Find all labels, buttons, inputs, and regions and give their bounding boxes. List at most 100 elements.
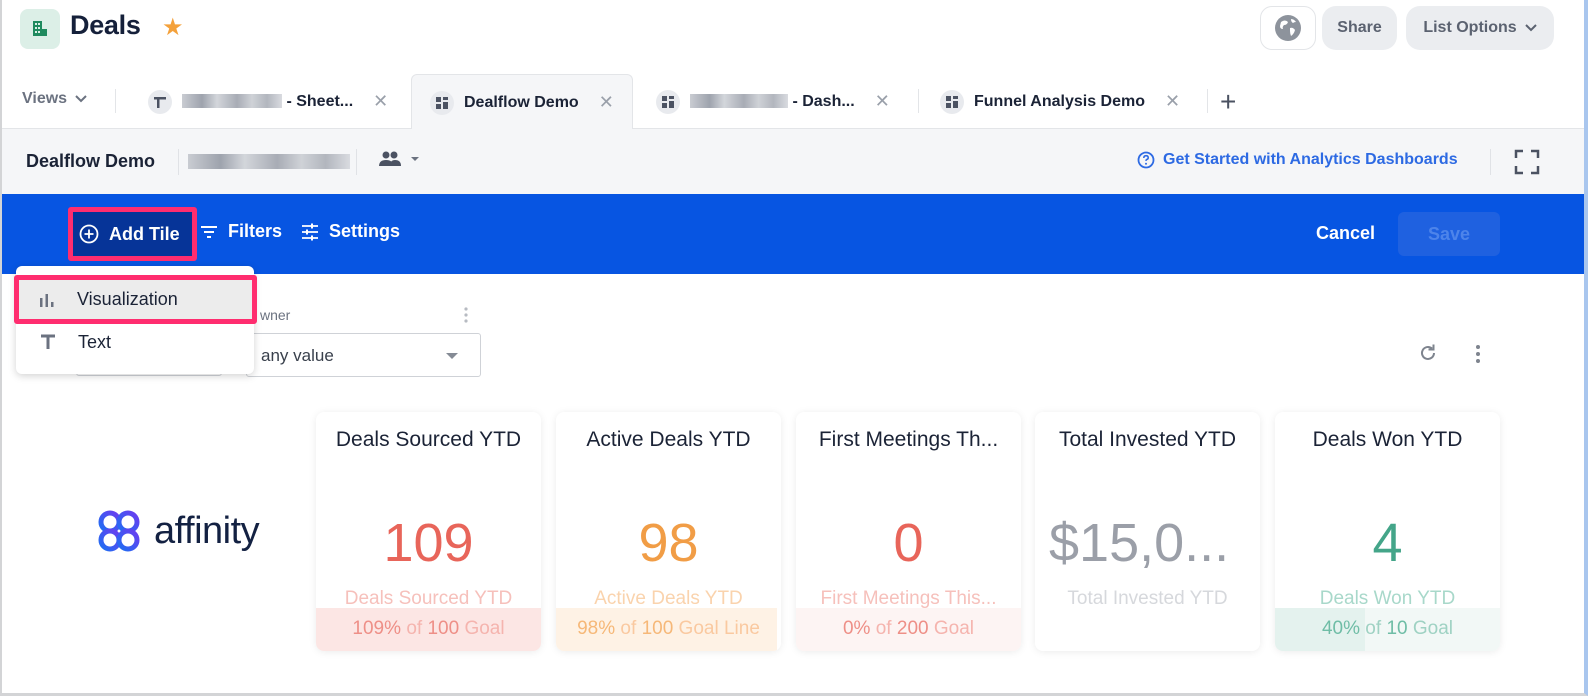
- settings-button[interactable]: Settings: [301, 221, 400, 242]
- tab-label: - Dash...: [690, 93, 855, 111]
- favorite-star-icon[interactable]: ★: [162, 14, 184, 41]
- settings-label: Settings: [329, 221, 401, 241]
- redacted-text: [182, 94, 282, 109]
- affinity-logo: affinity: [96, 508, 260, 554]
- page-title: Deals: [70, 10, 141, 40]
- tab-label: Dealflow Demo: [464, 93, 579, 111]
- goal-bar: 0% of 200 Goal: [796, 608, 1021, 651]
- globe-button[interactable]: [1260, 6, 1316, 50]
- redacted-text: [690, 94, 788, 109]
- sharing-dropdown[interactable]: [378, 151, 420, 167]
- views-dropdown[interactable]: Views: [22, 90, 87, 108]
- dashboard-header: Dealflow Demo Get Started with Analytics…: [2, 129, 1584, 194]
- save-button[interactable]: Save: [1398, 212, 1500, 256]
- kpi-card-deals-sourced[interactable]: Deals Sourced YTD 109 Deals Sourced YTD …: [316, 412, 541, 651]
- list-options-button[interactable]: List Options: [1406, 6, 1554, 50]
- caret-down-icon: [446, 353, 458, 359]
- help-circle-icon: [1137, 151, 1155, 169]
- card-subtitle: Deals Won YTD: [1319, 588, 1456, 609]
- menu-item-label: Text: [78, 331, 112, 352]
- kpi-card-deals-won[interactable]: Deals Won YTD 4 Deals Won YTD 40% of 10 …: [1275, 412, 1500, 651]
- divider: [1207, 89, 1208, 113]
- dashboard-icon: [656, 89, 680, 114]
- views-label: Views: [22, 90, 68, 107]
- add-tile-label: Add Tile: [109, 223, 180, 244]
- goal-bar: 109% of 100 Goal: [316, 608, 541, 651]
- divider: [356, 149, 357, 175]
- owner-filter-select[interactable]: any value: [246, 333, 481, 377]
- get-started-link[interactable]: Get Started with Analytics Dashboards: [1137, 151, 1458, 169]
- bar-chart-icon: [40, 293, 54, 307]
- kpi-card-total-invested[interactable]: Total Invested YTD $15,0... Total Invest…: [1035, 412, 1260, 651]
- get-started-label: Get Started with Analytics Dashboards: [1163, 151, 1458, 168]
- goal-text: 98% of 100 Goal Line: [577, 618, 760, 639]
- divider: [918, 89, 919, 113]
- card-title: Deals Won YTD: [1312, 428, 1463, 451]
- tab-dashboard[interactable]: - Dash... ✕: [638, 74, 908, 129]
- card-value: 0: [893, 513, 924, 573]
- card-value: 109: [383, 513, 474, 573]
- filter-label: wner: [260, 307, 291, 323]
- share-button[interactable]: Share: [1322, 6, 1397, 50]
- refresh-icon[interactable]: [1418, 343, 1438, 363]
- filter-more-icon[interactable]: [462, 306, 470, 324]
- goal-text: 0% of 200 Goal: [842, 618, 974, 639]
- tab-dealflow-demo[interactable]: Dealflow Demo ✕: [411, 74, 633, 130]
- building-icon: [20, 9, 60, 49]
- close-tab-icon[interactable]: ✕: [598, 92, 614, 112]
- close-tab-icon[interactable]: ✕: [373, 91, 389, 111]
- plus-circle-icon: [79, 224, 99, 244]
- card-subtitle: Active Deals YTD: [594, 588, 743, 609]
- kpi-card-active-deals[interactable]: Active Deals YTD 98 Active Deals YTD 98%…: [556, 412, 781, 651]
- people-icon: [379, 151, 401, 166]
- add-tile-button[interactable]: Add Tile: [79, 212, 180, 256]
- dashboard-title: Dealflow Demo: [26, 151, 156, 171]
- menu-item-visualization[interactable]: Visualization: [14, 275, 257, 324]
- logo-text: affinity: [154, 509, 260, 552]
- redacted-text: [188, 154, 350, 169]
- goal-bar: 98% of 100 Goal Line: [556, 608, 781, 651]
- card-value: 98: [638, 513, 699, 573]
- add-tab-plus-icon[interactable]: +: [1220, 86, 1237, 117]
- text-icon: [41, 334, 55, 349]
- sheet-icon: [148, 89, 172, 114]
- divider: [1490, 149, 1491, 175]
- card-title: Active Deals YTD: [586, 428, 751, 451]
- list-options-label: List Options: [1423, 19, 1517, 36]
- tab-sheet[interactable]: - Sheet... ✕: [130, 74, 406, 129]
- goal-bar: 40% of 10 Goal: [1275, 608, 1500, 651]
- tab-label: - Sheet...: [182, 93, 353, 111]
- fullscreen-icon[interactable]: [1514, 149, 1540, 175]
- kpi-card-first-meetings[interactable]: First Meetings Th... 0 First Meetings Th…: [796, 412, 1021, 651]
- add-tile-menu: Visualization Text: [14, 266, 257, 374]
- divider: [115, 89, 116, 113]
- card-value: $15,0...: [1049, 513, 1230, 573]
- close-tab-icon[interactable]: ✕: [1165, 91, 1181, 111]
- tab-label: Funnel Analysis Demo: [974, 92, 1145, 110]
- card-subtitle: Deals Sourced YTD: [344, 588, 513, 609]
- dashboard-icon: [940, 89, 964, 114]
- cancel-button[interactable]: Cancel: [1316, 223, 1376, 243]
- filters-button[interactable]: Filters: [200, 221, 282, 242]
- close-tab-icon[interactable]: ✕: [874, 91, 890, 111]
- affinity-logo-icon: [98, 510, 140, 552]
- goal-fill: [1275, 608, 1365, 651]
- more-vertical-icon[interactable]: [1474, 344, 1482, 364]
- dashboard-icon: [430, 90, 454, 115]
- edit-toolbar: Add Tile Filters Settings Cancel Save: [2, 194, 1584, 274]
- card-subtitle: First Meetings This...: [820, 588, 997, 609]
- card-title: First Meetings Th...: [818, 428, 999, 451]
- card-value: 4: [1372, 513, 1403, 573]
- menu-item-text[interactable]: Text: [16, 322, 254, 362]
- add-tile-highlight: Add Tile: [68, 207, 197, 261]
- chevron-down-icon: [1524, 24, 1537, 32]
- card-title: Total Invested YTD: [1058, 428, 1237, 451]
- chevron-down-icon: [75, 95, 87, 103]
- card-title: Deals Sourced YTD: [335, 428, 522, 451]
- tab-funnel-analysis-demo[interactable]: Funnel Analysis Demo ✕: [922, 74, 1198, 129]
- filter-value: any value: [261, 346, 334, 365]
- card-subtitle: Total Invested YTD: [1067, 588, 1228, 609]
- menu-item-label: Visualization: [77, 289, 178, 309]
- filters-label: Filters: [228, 221, 283, 241]
